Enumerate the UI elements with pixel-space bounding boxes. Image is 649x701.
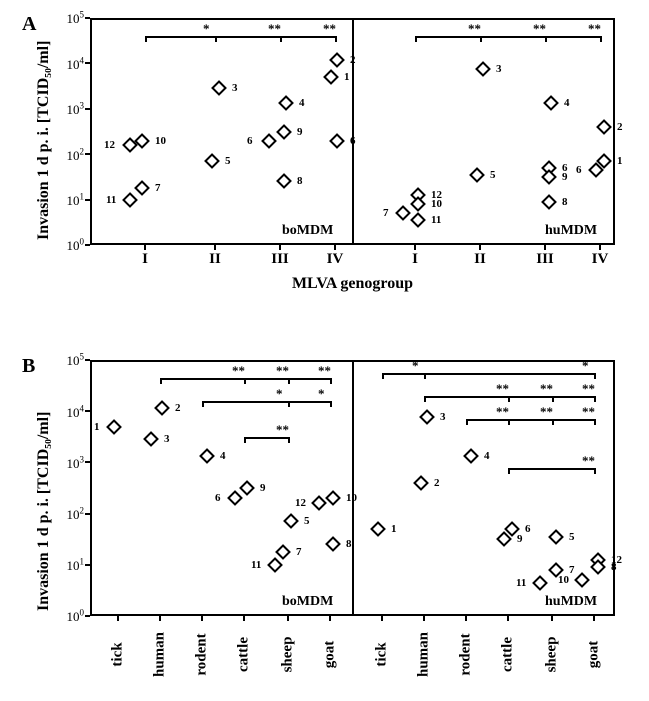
xtick-label: rodent [194, 625, 211, 685]
xtick-label: cattle [236, 625, 253, 685]
significance-star: ** [588, 22, 601, 35]
significance-star: ** [582, 405, 595, 418]
xtick-label: IV [315, 251, 355, 268]
panel-annotation: huMDM [545, 594, 597, 610]
xtick-label: human [416, 625, 433, 685]
xtick-label: cattle [500, 625, 517, 685]
xtick-label: tick [374, 625, 391, 685]
significance-star: ** [323, 22, 336, 35]
xtick-label: rodent [458, 625, 475, 685]
significance-star: ** [276, 423, 289, 436]
point-label: 1 [617, 155, 623, 167]
significance-star: ** [582, 454, 595, 467]
xtick-label: II [195, 251, 235, 268]
significance-star: ** [582, 382, 595, 395]
xtick-label: II [460, 251, 500, 268]
significance-star: * [203, 22, 210, 35]
ytick-label: 103 [67, 454, 85, 471]
ytick-label: 102 [67, 146, 85, 163]
xtick-label: I [395, 251, 435, 268]
significance-star: ** [468, 22, 481, 35]
significance-bar [145, 36, 335, 38]
significance-star: ** [276, 364, 289, 377]
xtick-label: sheep [280, 625, 297, 685]
xtick-label: tick [110, 625, 127, 685]
ytick-label: 100 [67, 237, 85, 254]
significance-star: ** [540, 382, 553, 395]
ytick-label: 105 [67, 352, 85, 369]
significance-star: ** [496, 382, 509, 395]
xtick-label: human [152, 625, 169, 685]
significance-star: * [582, 359, 589, 372]
significance-bar [415, 36, 600, 38]
xtick-label: IV [580, 251, 620, 268]
significance-star: ** [496, 405, 509, 418]
significance-bar [466, 419, 594, 421]
y-axis-label: Invasion 1 d p. i. [TCID₅₀/ml] [35, 355, 53, 611]
panel-letter: B [22, 355, 35, 378]
significance-star: ** [232, 364, 245, 377]
significance-star: ** [318, 364, 331, 377]
significance-star: ** [533, 22, 546, 35]
xtick-label: sheep [544, 625, 561, 685]
ytick-label: 101 [67, 557, 85, 574]
significance-bar [382, 373, 594, 375]
ytick-label: 100 [67, 608, 85, 625]
ytick-label: 102 [67, 506, 85, 523]
significance-star: * [276, 387, 283, 400]
panel-annotation: huMDM [545, 223, 597, 239]
xtick-label: I [125, 251, 165, 268]
x-axis-label: MLVA genogroup [90, 275, 615, 293]
significance-bar [244, 437, 288, 439]
significance-bar [508, 468, 594, 470]
panel-divider [352, 360, 354, 616]
panel-divider [352, 18, 354, 245]
significance-star: ** [268, 22, 281, 35]
significance-star: ** [540, 405, 553, 418]
significance-star: * [318, 387, 325, 400]
panel-annotation: boMDM [282, 594, 333, 610]
ytick-label: 103 [67, 101, 85, 118]
point-label: 2 [617, 121, 623, 133]
y-axis-label: Invasion 1 d p. i. [TCID₅₀/ml] [35, 13, 53, 240]
ytick-label: 101 [67, 192, 85, 209]
xtick-label: III [525, 251, 565, 268]
xtick-label: III [260, 251, 300, 268]
ytick-label: 105 [67, 10, 85, 27]
ytick-label: 104 [67, 403, 85, 420]
ytick-label: 104 [67, 55, 85, 72]
significance-bar [202, 401, 330, 403]
xtick-label: goat [586, 625, 603, 685]
xtick-label: goat [322, 625, 339, 685]
panel-annotation: boMDM [282, 223, 333, 239]
significance-star: * [412, 359, 419, 372]
figure-root: A100101102103104105Invasion 1 d p. i. [T… [0, 0, 649, 701]
